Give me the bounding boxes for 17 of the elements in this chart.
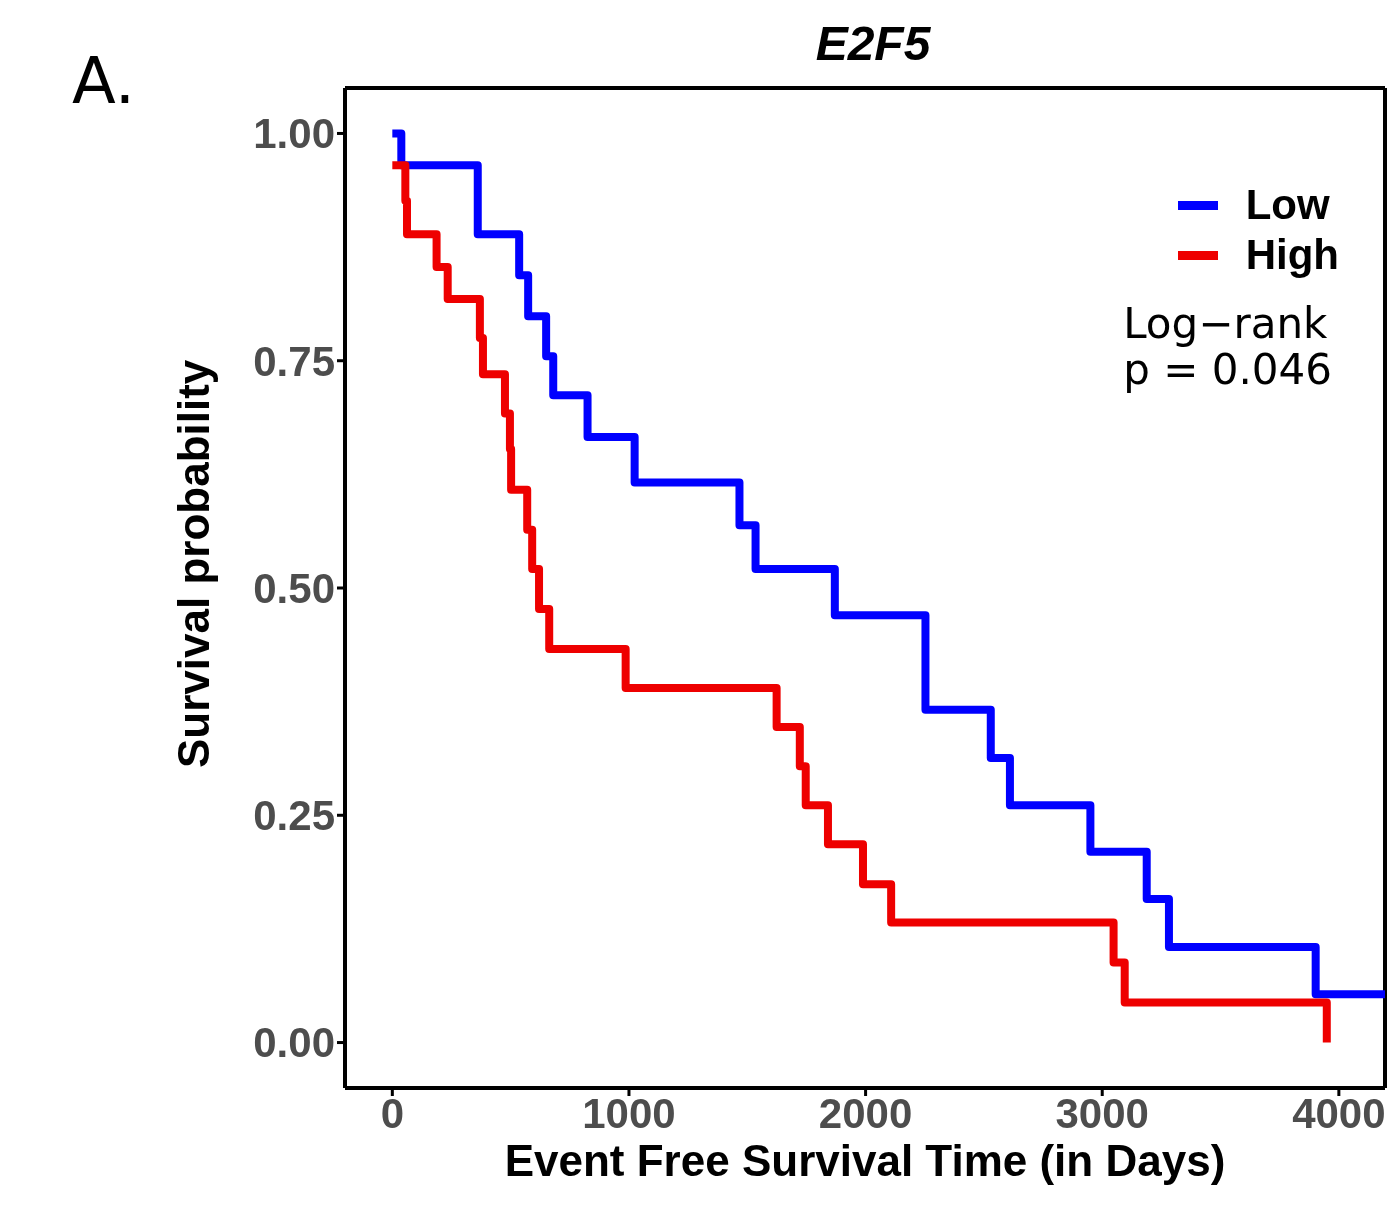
- legend-label: High: [1245, 231, 1339, 279]
- y-tick-label: 0.50: [253, 564, 335, 612]
- annotation: Log−rank p = 0.046: [1123, 299, 1332, 394]
- x-tick-label: 1000: [582, 1089, 676, 1137]
- text: A.: [72, 44, 135, 118]
- legend-label: Low: [1245, 181, 1330, 229]
- x-tick-label: 3000: [1055, 1089, 1149, 1137]
- x-axis-title: Event Free Survival Time (in Days): [504, 1136, 1226, 1185]
- y-axis-title: Survival probability: [168, 359, 218, 768]
- x-tick-label: 4000: [1292, 1089, 1386, 1137]
- y-tick-label: 1.00: [253, 110, 335, 158]
- y-tick-label: 0.25: [253, 792, 335, 840]
- chart-title: E2F5: [814, 16, 932, 71]
- x-tick-label: 2000: [818, 1089, 913, 1137]
- x-tick-label: 0: [380, 1089, 405, 1137]
- y-tick-label: 0.00: [253, 1019, 335, 1067]
- y-tick-label: 0.75: [253, 337, 335, 385]
